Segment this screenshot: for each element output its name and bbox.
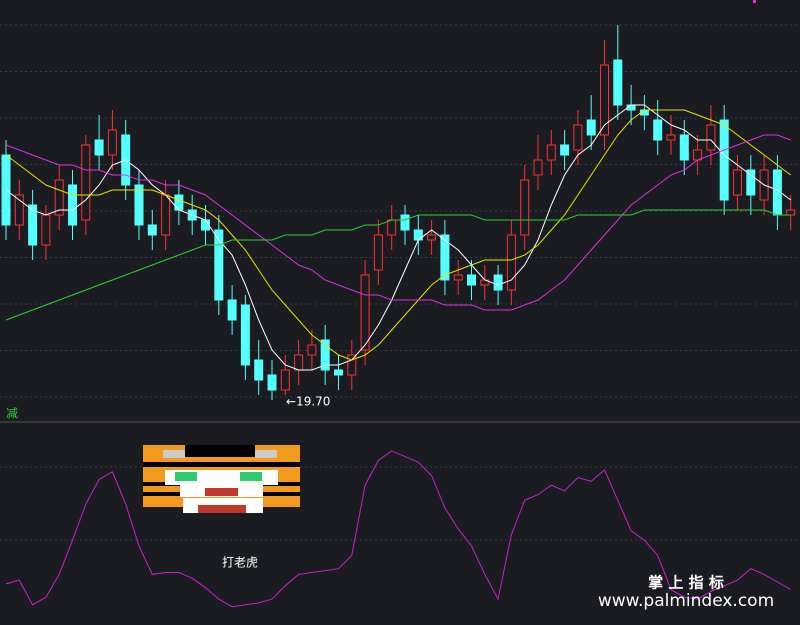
candle-body (653, 119, 663, 141)
indicator-title: 打老虎 (222, 556, 258, 570)
candle-body (387, 219, 397, 236)
signal-label: 减 (6, 407, 18, 421)
candle-body (506, 234, 516, 291)
candle-body (679, 134, 689, 161)
candle-body (307, 344, 317, 356)
watermark-url: www.palmindex.com (598, 591, 774, 611)
candle-body (320, 339, 330, 371)
candle-body (786, 209, 796, 216)
candle-body (280, 369, 290, 391)
candle-body (586, 119, 596, 136)
candle-body (54, 179, 64, 216)
candle-body (227, 299, 237, 321)
candle-body (373, 234, 383, 271)
candle-body (41, 214, 51, 246)
candle-body (400, 214, 410, 231)
candle-body (560, 144, 570, 156)
indicator-line (5, 134, 791, 311)
candle-body (14, 194, 24, 226)
candle-body (546, 144, 556, 161)
candle-body (533, 159, 543, 176)
candle-body (453, 274, 463, 281)
candle-body (68, 184, 77, 226)
grid (0, 24, 800, 541)
candle-body (240, 304, 250, 366)
candle-body (334, 369, 343, 376)
candle-body (147, 224, 157, 236)
candle-body (161, 194, 171, 236)
tiger-icon (143, 445, 300, 513)
candle-body (600, 64, 609, 136)
candle-body (107, 129, 117, 156)
candle-body (28, 204, 38, 246)
candle-body (440, 234, 450, 281)
candle-body (733, 169, 742, 196)
candle-body (134, 184, 144, 226)
indicator-line (5, 109, 792, 361)
candle-body (467, 274, 476, 286)
indicator-line (5, 104, 792, 371)
indicator-line (5, 450, 791, 608)
candle-body (613, 59, 623, 106)
corner-mark (753, 0, 756, 3)
candle-body (360, 274, 370, 351)
candle-body (94, 139, 104, 156)
candle-body (174, 194, 184, 211)
candle-body (746, 169, 756, 196)
indicator-line (5, 209, 791, 321)
candle-body (347, 354, 357, 376)
main-panel (1, 25, 796, 400)
candle-body (493, 274, 503, 291)
watermark-title: 掌 上 指 标 (648, 574, 724, 592)
low-annotation: ←19.70 (286, 395, 330, 409)
candle-body (254, 359, 264, 381)
lower-panel (5, 450, 791, 608)
candle-body (427, 234, 437, 241)
candle-body (81, 144, 91, 221)
candle-body (294, 354, 304, 371)
candle-body (706, 124, 716, 151)
candle-body (573, 124, 583, 151)
candle-body (719, 119, 729, 201)
candle-body (214, 229, 224, 301)
candle-body (520, 179, 530, 236)
candle-body (666, 134, 676, 141)
candle-body (267, 374, 277, 391)
